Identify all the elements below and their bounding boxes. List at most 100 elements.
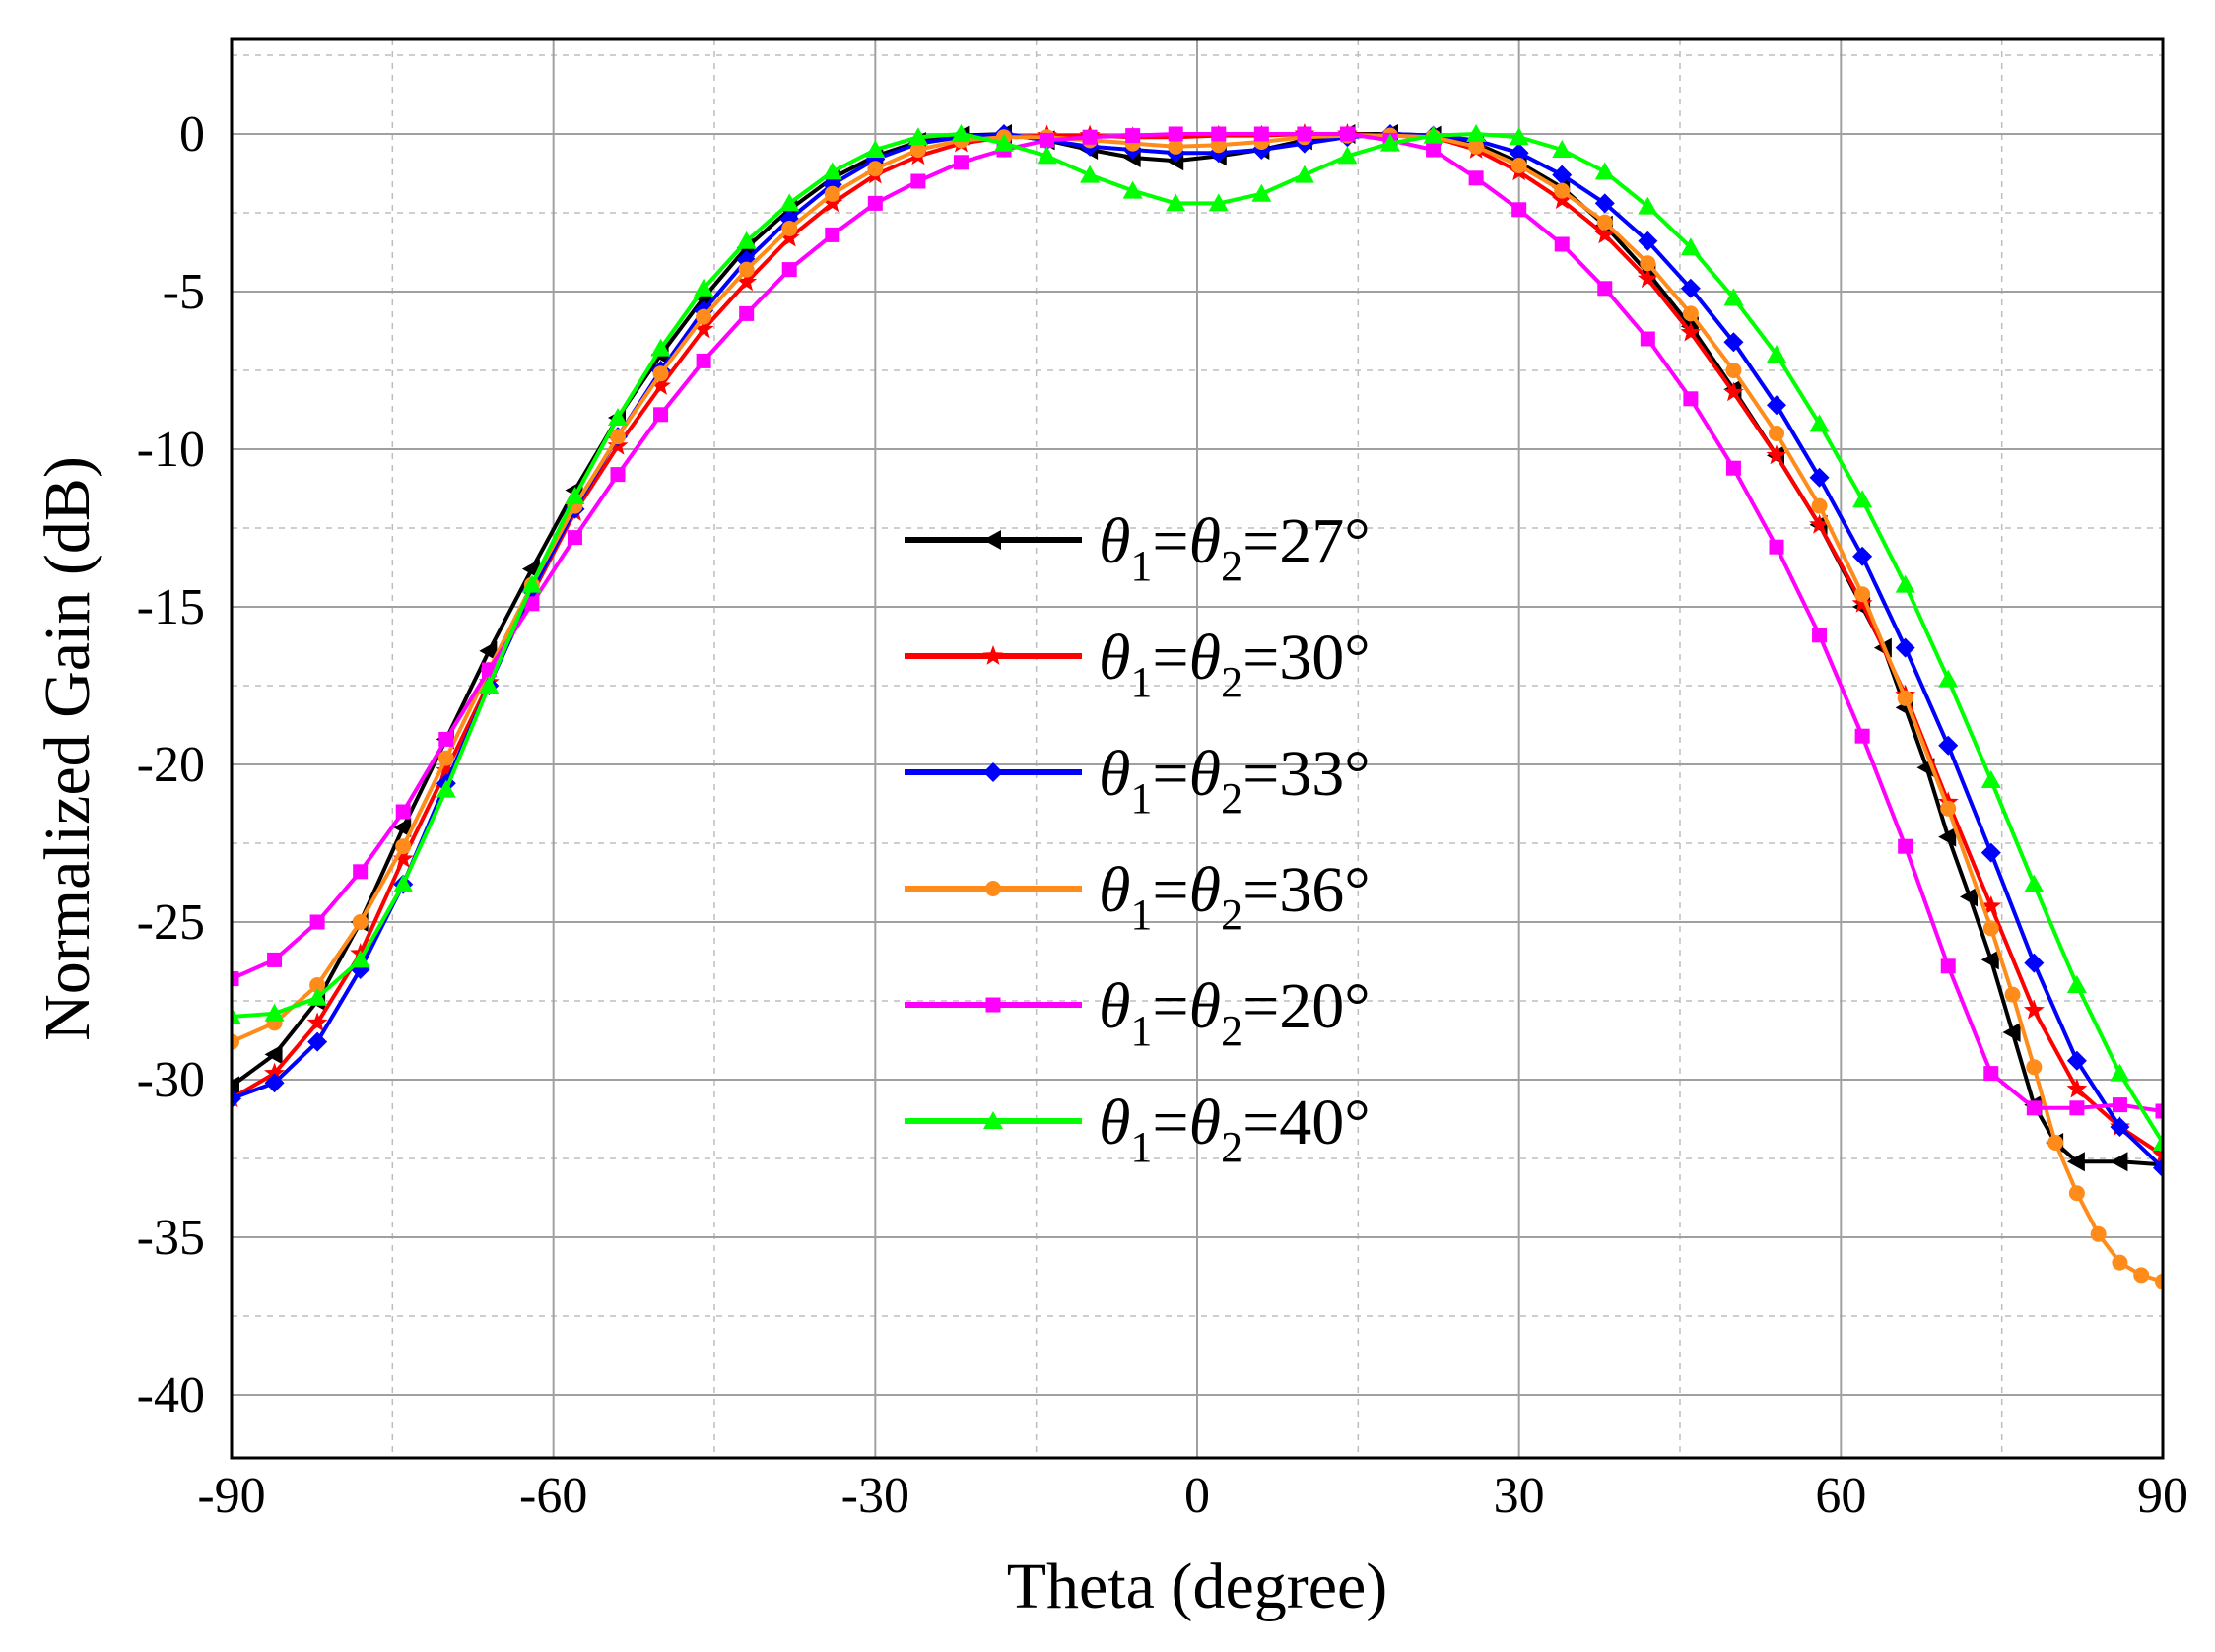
y-tick-label: 0 <box>179 106 205 163</box>
legend-swatch-marker <box>983 530 1001 550</box>
legend-item: θ1=θ2=20° <box>905 970 1371 1055</box>
data-point <box>307 1031 328 1052</box>
legend-label: θ1=θ2=30° <box>1099 622 1371 706</box>
y-tick-label: -20 <box>137 737 205 793</box>
data-point <box>739 305 755 321</box>
data-point <box>696 308 712 325</box>
data-point <box>1980 770 2001 788</box>
data-point <box>1854 728 1870 744</box>
y-tick-labels: 0 -5 -10 -15 -20 -25 -30 -35 -40 <box>137 106 205 1423</box>
data-point <box>650 338 671 357</box>
data-point <box>994 133 1014 152</box>
legend-item: θ1=θ2=40° <box>905 1087 1371 1171</box>
data-point <box>1597 281 1613 297</box>
data-point <box>1725 460 1741 476</box>
data-point <box>1208 193 1229 212</box>
data-point <box>2110 1063 2130 1082</box>
data-point <box>650 375 671 395</box>
data-point <box>2066 1050 2087 1071</box>
data-point <box>822 192 843 213</box>
data-point <box>1767 395 1786 416</box>
data-point <box>2133 1267 2150 1284</box>
data-point <box>1166 193 1186 212</box>
data-point <box>2153 1157 2163 1178</box>
legend-swatch-marker <box>983 1111 1003 1129</box>
y-tick-label: -30 <box>137 1052 205 1108</box>
series-line <box>232 132 2163 1113</box>
data-point <box>395 838 412 855</box>
x-tick-label: -60 <box>519 1468 587 1524</box>
data-point <box>1683 391 1699 407</box>
data-point <box>652 365 669 382</box>
y-tick-label: -35 <box>137 1210 205 1266</box>
series-line <box>232 132 2163 1145</box>
major-gridlines <box>232 39 2163 1458</box>
series-6 <box>232 124 2163 1151</box>
data-point <box>1253 126 1269 142</box>
legend-item: θ1=θ2=30° <box>905 622 1371 706</box>
data-point <box>910 173 926 189</box>
data-point <box>1125 128 1141 144</box>
y-tick-label: -5 <box>163 264 205 320</box>
x-tick-label: 30 <box>1494 1468 1545 1524</box>
legend-item: θ1=θ2=36° <box>905 854 1371 939</box>
data-point <box>909 142 926 158</box>
data-point <box>1638 196 1658 215</box>
data-point <box>1509 127 1529 146</box>
data-point <box>1426 142 1442 158</box>
x-tick-label: -90 <box>197 1468 265 1524</box>
data-point <box>1812 628 1828 643</box>
data-point <box>393 874 414 892</box>
data-point <box>2066 1152 2085 1172</box>
data-point <box>2023 999 2045 1020</box>
data-point <box>309 914 325 930</box>
data-point <box>1723 332 1744 353</box>
legend-item: θ1=θ2=33° <box>905 738 1371 823</box>
data-point <box>521 574 542 593</box>
data-point <box>437 750 454 766</box>
data-point <box>738 261 755 278</box>
data-point <box>822 162 842 180</box>
data-point <box>608 408 628 426</box>
plot-frame <box>230 37 2165 1460</box>
data-point <box>479 676 500 694</box>
data-point <box>2112 1254 2128 1271</box>
data-point <box>1297 126 1312 142</box>
data-point <box>1640 331 1655 347</box>
data-point <box>2002 1023 2021 1042</box>
data-point <box>232 1089 241 1109</box>
data-point <box>1638 231 1658 251</box>
data-point <box>1767 345 1786 363</box>
data-point <box>653 407 669 423</box>
data-point <box>1982 920 1999 937</box>
legend-label: θ1=θ2=33° <box>1099 738 1371 823</box>
data-point <box>524 596 540 612</box>
data-point <box>350 950 370 968</box>
data-point <box>2047 1135 2064 1151</box>
data-point <box>610 429 626 445</box>
y-tick-label: -10 <box>137 422 205 478</box>
data-point <box>781 221 798 236</box>
data-point <box>1211 126 1227 142</box>
data-point <box>1510 158 1527 173</box>
data-point <box>1811 497 1828 514</box>
data-point <box>1769 539 1784 555</box>
data-point <box>264 1044 283 1065</box>
data-point <box>1769 426 1784 441</box>
data-point <box>1766 444 1787 465</box>
x-tick-label: 0 <box>1184 1468 1210 1524</box>
data-point <box>352 914 369 930</box>
data-point <box>1809 467 1830 488</box>
data-point <box>2110 1117 2130 1137</box>
x-axis-title: Theta (degree) <box>1007 1551 1388 1622</box>
data-point <box>781 262 797 278</box>
data-point <box>232 1007 241 1024</box>
data-point <box>2066 1078 2088 1098</box>
data-point <box>1938 669 1959 688</box>
data-point <box>1552 165 1573 185</box>
y-tick-label: -40 <box>137 1367 205 1423</box>
data-point <box>1251 183 1272 202</box>
data-point <box>1337 146 1358 165</box>
data-point <box>232 971 239 987</box>
legend-swatch-marker <box>983 762 1003 782</box>
